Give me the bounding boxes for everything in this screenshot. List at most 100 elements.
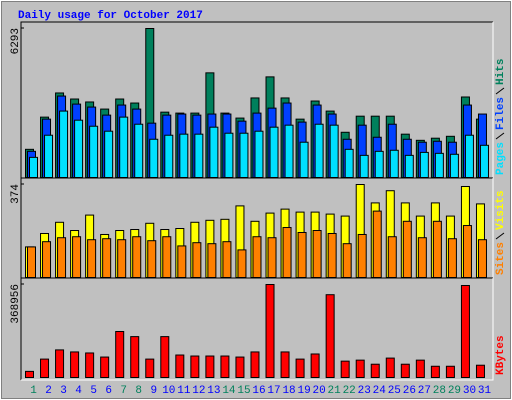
bar	[117, 239, 127, 278]
x-tick-label: 16	[252, 385, 265, 397]
x-tick-label: 21	[328, 385, 342, 397]
x-tick-label: 14	[222, 385, 236, 397]
bar	[104, 130, 114, 179]
panel-edge	[20, 277, 493, 380]
x-tick-label: 9	[150, 385, 157, 397]
x-tick-label: 29	[448, 385, 461, 397]
x-tick-label: 30	[463, 385, 476, 397]
panel-edge	[20, 177, 493, 280]
x-tick-label: 24	[373, 385, 387, 397]
bar	[194, 133, 204, 178]
bar	[389, 149, 399, 178]
legend-separator	[495, 132, 505, 140]
x-tick-label: 28	[433, 385, 446, 397]
x-tick-label: 3	[60, 385, 67, 397]
bar	[179, 133, 189, 178]
chart-title: Daily usage for October 2017	[18, 10, 203, 22]
bar	[299, 141, 309, 178]
bar	[55, 349, 65, 378]
y-tick-label: 374	[10, 184, 22, 204]
bar	[449, 153, 459, 179]
legend-label: Files	[495, 97, 507, 130]
x-tick-label: 7	[120, 385, 127, 397]
panel-edge	[20, 21, 493, 180]
bar	[209, 126, 219, 178]
x-tick-label: 13	[207, 385, 220, 397]
legend-label: Visits	[495, 190, 507, 230]
x-tick-label: 12	[192, 385, 205, 397]
bar	[100, 356, 110, 379]
legend-label: Pages	[495, 142, 507, 175]
bar	[235, 356, 245, 379]
bar	[72, 236, 82, 279]
bar	[147, 240, 157, 278]
bar	[222, 241, 232, 279]
legend-label: Hits	[495, 59, 507, 85]
bar	[344, 148, 354, 178]
bar	[177, 245, 187, 278]
bar	[149, 138, 159, 178]
bar	[102, 238, 112, 278]
bar	[460, 284, 470, 378]
bar	[402, 220, 412, 278]
bar	[192, 242, 202, 278]
bar	[44, 134, 54, 178]
bar	[252, 236, 262, 279]
bar	[447, 238, 457, 278]
x-tick-label: 20	[313, 385, 326, 397]
legend-label: KBytes	[495, 335, 507, 375]
bar	[462, 225, 472, 279]
bar	[190, 355, 200, 378]
bar	[134, 123, 144, 179]
bar	[374, 150, 384, 179]
bar	[310, 353, 320, 379]
bar	[342, 243, 352, 279]
bar	[254, 130, 264, 179]
bar	[85, 352, 95, 378]
bar	[385, 357, 395, 379]
bar	[432, 220, 442, 278]
bar	[340, 360, 350, 379]
bar	[325, 294, 335, 379]
legend-label: Sites	[495, 242, 507, 275]
bar	[269, 126, 279, 178]
x-tick-label: 18	[282, 385, 295, 397]
x-tick-label: 31	[478, 385, 492, 397]
bar	[237, 249, 247, 278]
bar	[267, 237, 277, 278]
bar	[280, 351, 290, 379]
bar	[359, 154, 369, 178]
bar	[445, 365, 455, 378]
bar	[265, 284, 275, 378]
bar	[477, 239, 487, 278]
bar	[372, 210, 382, 278]
bar	[162, 236, 172, 279]
bar	[475, 364, 485, 378]
bar	[220, 355, 230, 378]
bar	[250, 351, 260, 379]
x-tick-label: 1	[30, 385, 37, 397]
bar	[164, 134, 174, 178]
bar	[312, 230, 322, 278]
bar	[145, 358, 155, 378]
bar	[59, 110, 69, 178]
bar	[42, 241, 52, 279]
bar	[297, 231, 307, 278]
bar	[387, 236, 397, 279]
bar	[89, 125, 99, 178]
bar	[314, 123, 324, 179]
y-tick-label: 368956	[10, 284, 22, 324]
bar	[295, 358, 305, 378]
bar	[207, 243, 217, 279]
bar	[370, 363, 380, 379]
bar	[417, 237, 427, 278]
bar	[205, 355, 215, 378]
x-tick-label: 23	[358, 385, 371, 397]
x-tick-label: 11	[177, 385, 191, 397]
bar	[479, 144, 489, 179]
x-tick-label: 8	[135, 385, 142, 397]
x-tick-label: 17	[267, 385, 280, 397]
bar	[175, 354, 185, 379]
bar	[430, 365, 440, 378]
bar	[87, 239, 97, 278]
